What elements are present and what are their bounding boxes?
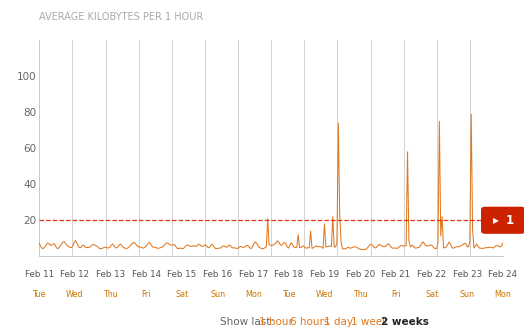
Text: Mon: Mon (245, 290, 262, 299)
Text: Sat: Sat (425, 290, 438, 299)
Text: 6 hours: 6 hours (290, 317, 329, 327)
Text: Feb 23: Feb 23 (453, 270, 482, 279)
Text: Fri: Fri (141, 290, 151, 299)
Text: 1 hour: 1 hour (259, 317, 293, 327)
Text: Feb 15: Feb 15 (167, 270, 196, 279)
Text: Mon: Mon (495, 290, 511, 299)
Text: Show last:: Show last: (220, 317, 274, 327)
Text: 1 day: 1 day (324, 317, 353, 327)
Text: Tue: Tue (32, 290, 46, 299)
Text: Sun: Sun (460, 290, 475, 299)
Text: Sun: Sun (210, 290, 225, 299)
Text: Feb 19: Feb 19 (310, 270, 339, 279)
Text: Feb 14: Feb 14 (132, 270, 161, 279)
Text: Thu: Thu (103, 290, 118, 299)
Text: Feb 18: Feb 18 (275, 270, 303, 279)
Text: Thu: Thu (353, 290, 368, 299)
Text: Feb 13: Feb 13 (96, 270, 125, 279)
Text: Feb 22: Feb 22 (417, 270, 446, 279)
Text: Feb 17: Feb 17 (239, 270, 268, 279)
Text: Wed: Wed (66, 290, 84, 299)
Text: Feb 24: Feb 24 (488, 270, 518, 279)
Text: Feb 11: Feb 11 (25, 270, 54, 279)
Text: 2 weeks: 2 weeks (381, 317, 429, 327)
Text: Sat: Sat (176, 290, 189, 299)
Text: Tue: Tue (282, 290, 296, 299)
Text: Wed: Wed (316, 290, 333, 299)
Text: Feb 12: Feb 12 (60, 270, 90, 279)
Text: Fri: Fri (391, 290, 401, 299)
Text: 1: 1 (506, 214, 514, 227)
Text: Feb 21: Feb 21 (381, 270, 411, 279)
Text: Feb 16: Feb 16 (203, 270, 232, 279)
Text: AVERAGE KILOBYTES PER 1 HOUR: AVERAGE KILOBYTES PER 1 HOUR (39, 12, 203, 22)
Text: ▶: ▶ (493, 216, 499, 225)
Text: Feb 20: Feb 20 (346, 270, 375, 279)
Text: 1 week: 1 week (351, 317, 388, 327)
